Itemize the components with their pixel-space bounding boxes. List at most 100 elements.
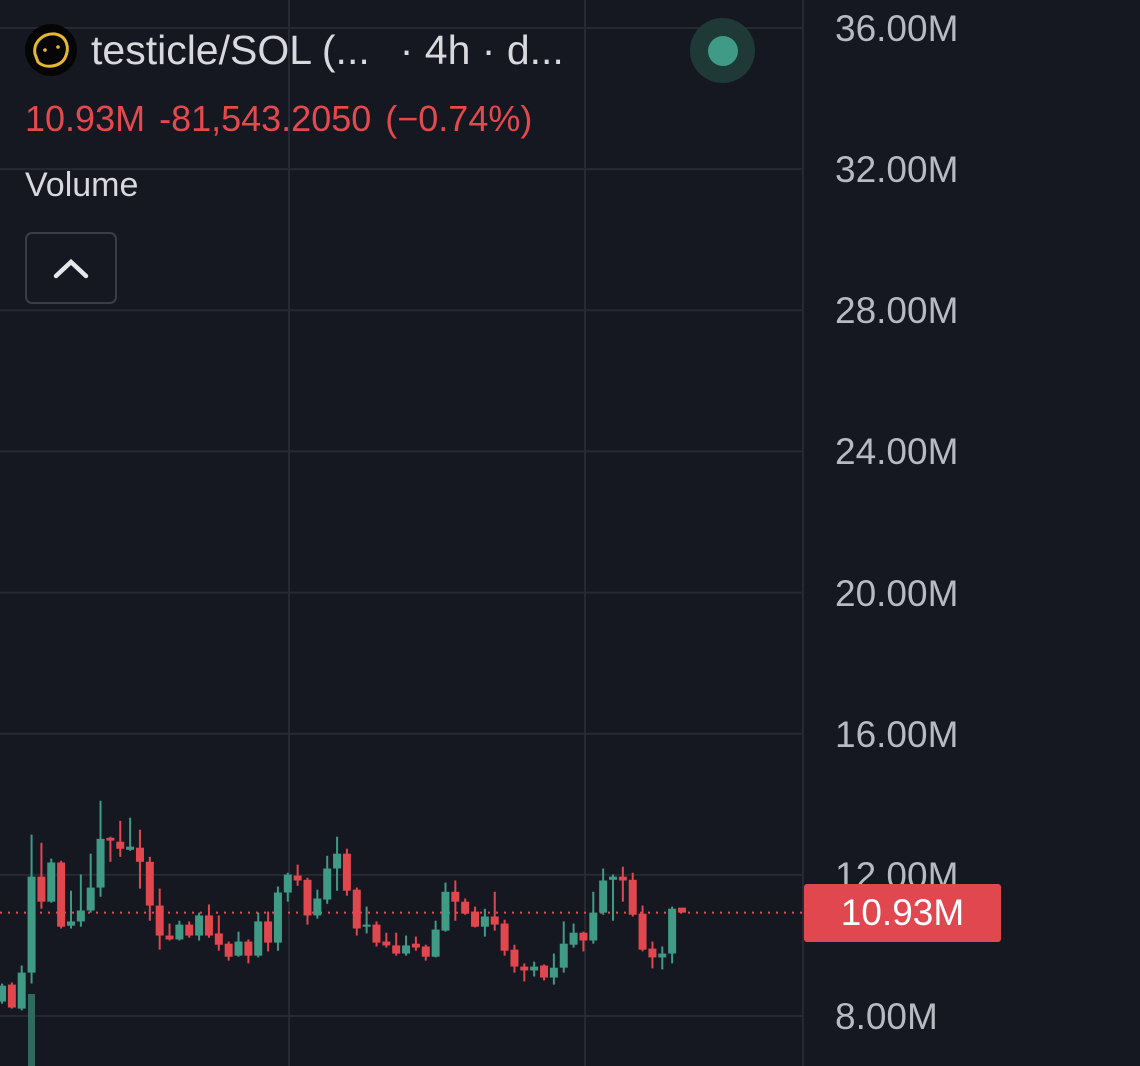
candle-body bbox=[451, 891, 460, 902]
candle bbox=[431, 920, 440, 958]
candle bbox=[86, 853, 95, 913]
volume-indicator-label[interactable]: Volume bbox=[25, 166, 139, 204]
status-dot-icon bbox=[707, 35, 738, 66]
candle-body bbox=[382, 941, 391, 946]
candle-body bbox=[589, 912, 598, 941]
candle bbox=[569, 923, 578, 948]
candle-body bbox=[618, 876, 627, 881]
candle-body bbox=[342, 853, 351, 891]
candle-body bbox=[313, 898, 322, 916]
candle bbox=[195, 912, 204, 941]
y-tick-label: 32.00M bbox=[835, 149, 959, 191]
candle bbox=[57, 860, 66, 929]
candle bbox=[96, 800, 105, 897]
candle bbox=[165, 923, 174, 941]
candle-body bbox=[362, 924, 371, 927]
candle-body bbox=[411, 943, 420, 948]
candle bbox=[549, 953, 558, 985]
candle bbox=[273, 886, 282, 951]
candle bbox=[599, 868, 608, 915]
candle bbox=[185, 921, 194, 938]
candle bbox=[0, 983, 6, 1004]
candle bbox=[214, 915, 223, 951]
candle-body bbox=[37, 876, 46, 902]
candle-body bbox=[421, 946, 430, 957]
y-tick-label: 20.00M bbox=[835, 572, 959, 614]
symbol-title[interactable]: testicle/SOL (... bbox=[91, 26, 370, 73]
price-change-line: 10.93M -81,543.2050 (−0.74%) bbox=[25, 98, 532, 140]
candle-body bbox=[392, 945, 401, 954]
candle-body bbox=[540, 965, 549, 978]
candle-body bbox=[480, 916, 489, 927]
candle bbox=[175, 920, 184, 941]
candle bbox=[264, 911, 273, 952]
candle bbox=[342, 848, 351, 896]
candle bbox=[135, 829, 144, 889]
candle bbox=[323, 855, 332, 904]
candle-body bbox=[638, 913, 647, 950]
candle bbox=[76, 874, 85, 927]
candle bbox=[530, 961, 539, 977]
volume-bar bbox=[28, 994, 35, 1066]
candle-body bbox=[106, 837, 115, 841]
candle-body bbox=[145, 861, 154, 906]
candle bbox=[283, 872, 292, 902]
candle-body bbox=[155, 905, 164, 936]
candle-body bbox=[86, 887, 95, 911]
candle bbox=[362, 906, 371, 934]
chevron-up-icon bbox=[53, 258, 89, 279]
candle bbox=[658, 946, 667, 970]
candle-body bbox=[333, 853, 342, 869]
candle-body bbox=[57, 862, 66, 927]
candle-body bbox=[126, 846, 135, 850]
candle-body bbox=[224, 943, 233, 957]
candle-body bbox=[66, 921, 75, 926]
candle-body bbox=[441, 891, 450, 931]
candle bbox=[392, 932, 401, 956]
candle bbox=[668, 906, 677, 964]
y-tick-label: 8.00M bbox=[835, 996, 938, 1037]
candle bbox=[313, 889, 322, 919]
candle-body bbox=[500, 923, 509, 951]
candle bbox=[500, 919, 509, 956]
candle bbox=[609, 874, 618, 921]
candle-body bbox=[628, 879, 637, 915]
candle bbox=[37, 842, 46, 909]
candle-body bbox=[530, 966, 539, 971]
candle-body bbox=[17, 972, 26, 1009]
collapse-indicators-button[interactable] bbox=[25, 232, 117, 304]
y-tick-label: 24.00M bbox=[835, 431, 959, 473]
candle bbox=[254, 912, 263, 958]
candle-body bbox=[431, 929, 440, 957]
candle-body bbox=[7, 984, 16, 1008]
candle-body bbox=[372, 924, 381, 943]
candle-body bbox=[0, 985, 6, 1002]
interval-label[interactable]: · 4h · d... bbox=[399, 26, 564, 73]
candle-body bbox=[195, 915, 204, 936]
candle-body bbox=[609, 876, 618, 880]
candle bbox=[411, 936, 420, 951]
candle-body bbox=[559, 943, 568, 968]
candle bbox=[116, 820, 125, 857]
last-price-label: 10.93M bbox=[804, 884, 1001, 942]
market-status-indicator[interactable] bbox=[690, 18, 755, 83]
candle-body bbox=[116, 841, 125, 849]
candle-body bbox=[234, 941, 243, 956]
chart-header: testicle/SOL (... · 4h · d... bbox=[25, 24, 564, 76]
candle-body bbox=[303, 879, 312, 916]
candle bbox=[618, 866, 627, 902]
token-face-icon bbox=[25, 24, 77, 76]
candle bbox=[382, 932, 391, 948]
price-change-percent: (−0.74%) bbox=[385, 98, 533, 139]
candle bbox=[471, 906, 480, 928]
candle-body bbox=[471, 911, 480, 927]
y-tick-label: 16.00M bbox=[835, 713, 959, 755]
candle bbox=[579, 931, 588, 952]
candle-body bbox=[520, 966, 529, 971]
candle bbox=[47, 858, 56, 903]
grid bbox=[0, 0, 804, 1066]
candle-body bbox=[47, 862, 56, 902]
candle bbox=[204, 904, 213, 938]
candle bbox=[224, 941, 233, 961]
